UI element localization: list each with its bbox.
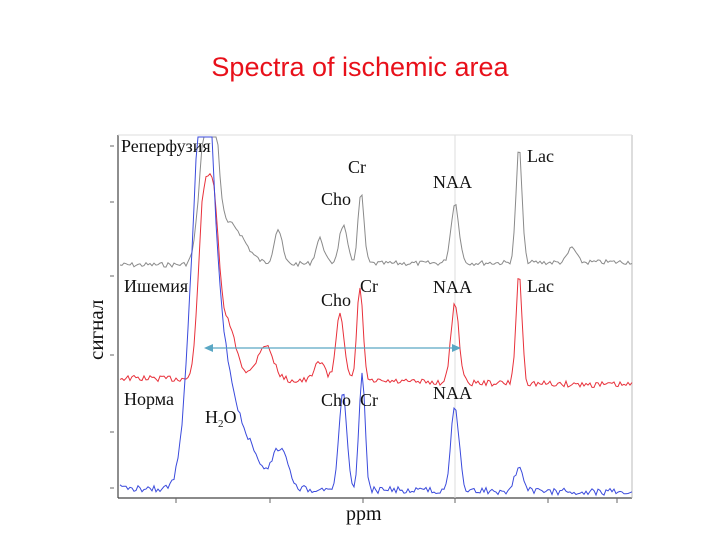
- series-line-norm: [119, 136, 633, 497]
- peak-label-cho: Cho: [321, 189, 351, 209]
- series-label-ischemia: Ишемия: [124, 276, 188, 296]
- peak-label-lac: Lac: [527, 276, 554, 296]
- peak-label-cho: Cho: [321, 290, 351, 310]
- peak-label-naa: NAA: [433, 172, 472, 192]
- peak-label-naa: NAA: [433, 383, 472, 403]
- y-ticks: [110, 145, 114, 489]
- series-label-norm: Норма: [124, 389, 174, 409]
- series-line-ischemia: [119, 172, 633, 388]
- x-axis-label: ppm: [346, 503, 382, 525]
- series-line-reperfusion: [119, 136, 633, 268]
- x-ticks: [175, 498, 618, 503]
- peak-label-cr: Cr: [360, 390, 378, 410]
- chart-title: Spectra of ischemic area: [211, 52, 509, 82]
- water-peak-label: H2O: [205, 407, 237, 430]
- series-label-reperfusion: Реперфузия: [121, 136, 211, 156]
- peak-label-cr: Cr: [348, 157, 366, 177]
- shift-arrow: [204, 344, 461, 352]
- y-axis-label: сигнал: [84, 300, 108, 360]
- peak-label-naa: NAA: [433, 277, 472, 297]
- peak-label-cho: Cho: [321, 390, 351, 410]
- peak-label-cr: Cr: [360, 276, 378, 296]
- peak-label-lac: Lac: [527, 146, 554, 166]
